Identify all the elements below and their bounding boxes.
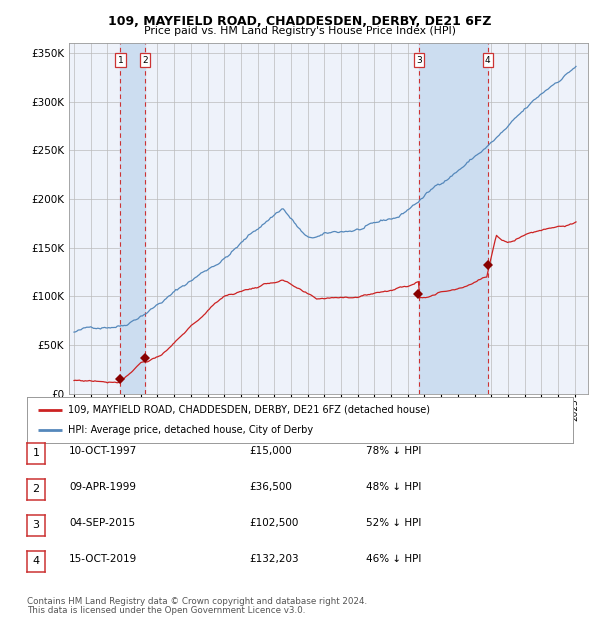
Text: Price paid vs. HM Land Registry's House Price Index (HPI): Price paid vs. HM Land Registry's House … [144,26,456,36]
Bar [121,43,145,394]
Text: 4: 4 [32,556,40,566]
Text: £102,500: £102,500 [249,518,298,528]
Text: Contains HM Land Registry data © Crown copyright and database right 2024.: Contains HM Land Registry data © Crown c… [27,597,367,606]
Text: £132,203: £132,203 [249,554,299,564]
Text: 109, MAYFIELD ROAD, CHADDESDEN, DERBY, DE21 6FZ: 109, MAYFIELD ROAD, CHADDESDEN, DERBY, D… [108,15,492,28]
Text: 4: 4 [485,56,491,64]
Text: HPI: Average price, detached house, City of Derby: HPI: Average price, detached house, City… [68,425,313,435]
Text: 46% ↓ HPI: 46% ↓ HPI [366,554,421,564]
Text: 52% ↓ HPI: 52% ↓ HPI [366,518,421,528]
Text: 09-APR-1999: 09-APR-1999 [69,482,136,492]
Text: 109, MAYFIELD ROAD, CHADDESDEN, DERBY, DE21 6FZ (detached house): 109, MAYFIELD ROAD, CHADDESDEN, DERBY, D… [68,405,430,415]
Text: 2: 2 [142,56,148,64]
Text: This data is licensed under the Open Government Licence v3.0.: This data is licensed under the Open Gov… [27,606,305,615]
Text: 3: 3 [32,520,40,530]
Text: 15-OCT-2019: 15-OCT-2019 [69,554,137,564]
Text: 1: 1 [118,56,123,64]
Text: 04-SEP-2015: 04-SEP-2015 [69,518,135,528]
Bar [419,43,488,394]
Text: £15,000: £15,000 [249,446,292,456]
Text: 10-OCT-1997: 10-OCT-1997 [69,446,137,456]
Text: 78% ↓ HPI: 78% ↓ HPI [366,446,421,456]
Text: 2: 2 [32,484,40,494]
Text: 48% ↓ HPI: 48% ↓ HPI [366,482,421,492]
Text: £36,500: £36,500 [249,482,292,492]
Text: 1: 1 [32,448,40,458]
Text: 3: 3 [416,56,422,64]
